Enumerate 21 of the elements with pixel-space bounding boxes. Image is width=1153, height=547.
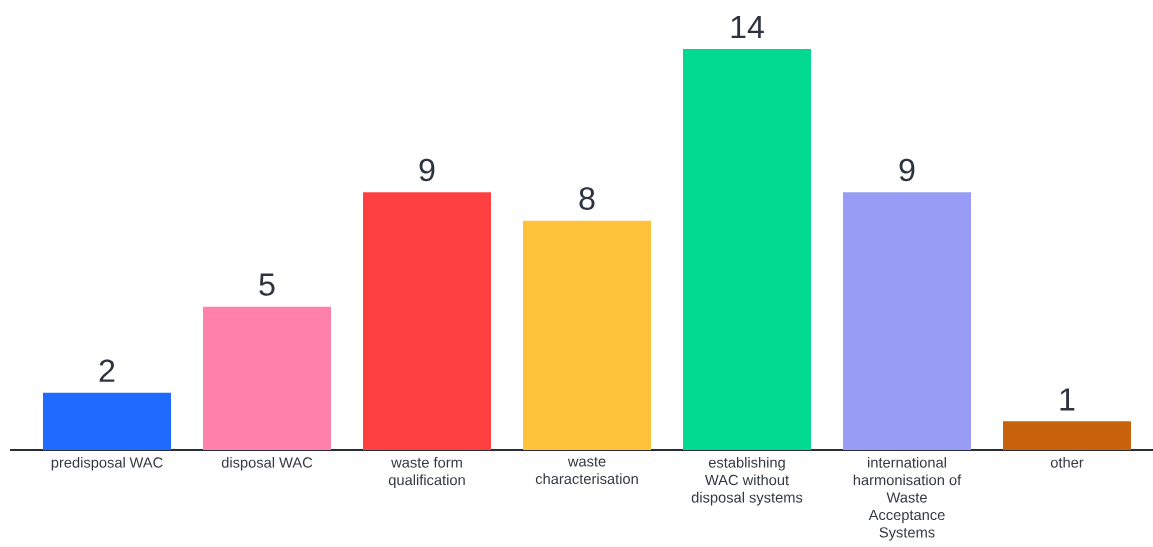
data-label: 14: [731, 16, 764, 39]
bar: [683, 49, 812, 450]
data-label: 1: [1060, 388, 1075, 411]
data-label: 9: [419, 158, 435, 182]
bar: [363, 192, 492, 450]
x-tick-label: establishing WAC without disposal systems: [691, 456, 803, 506]
data-label: 9: [899, 158, 915, 182]
bar: [843, 192, 971, 450]
bar: [203, 306, 331, 450]
x-tick-label: waste characterisation: [535, 456, 638, 485]
x-tick-label: predisposal WAC: [51, 456, 163, 471]
bar: [43, 392, 171, 450]
x-tick-label: international harmonisation of Waste Acceptance Systems: [853, 456, 962, 541]
x-tick-label: other: [1050, 456, 1084, 468]
bar: [523, 220, 651, 450]
x-tick-label: waste form qualification: [388, 456, 465, 489]
x-tick-label: disposal WAC: [221, 456, 313, 471]
bar: [1003, 421, 1132, 450]
data-label: 8: [579, 187, 595, 210]
data-label: 5: [259, 273, 275, 296]
data-label: 2: [99, 359, 115, 382]
